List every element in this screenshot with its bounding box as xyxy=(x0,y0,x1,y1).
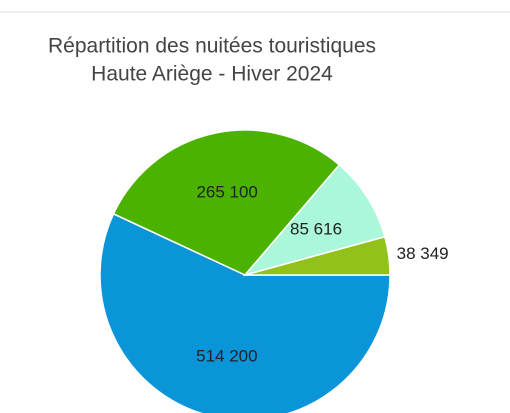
chart-title: Répartition des nuitées touristiques xyxy=(48,35,376,58)
pie-slice xyxy=(99,212,391,413)
data-label: 514 200 xyxy=(196,347,257,366)
data-label: 38 349 xyxy=(397,244,449,263)
chart-subtitle: Haute Ariège - Hiver 2024 xyxy=(91,63,333,86)
pie-slice xyxy=(112,129,341,276)
data-label: 85 616 xyxy=(290,219,342,238)
data-label: 265 100 xyxy=(196,182,257,201)
pie-slice xyxy=(242,163,386,277)
pie-slice xyxy=(244,235,391,276)
